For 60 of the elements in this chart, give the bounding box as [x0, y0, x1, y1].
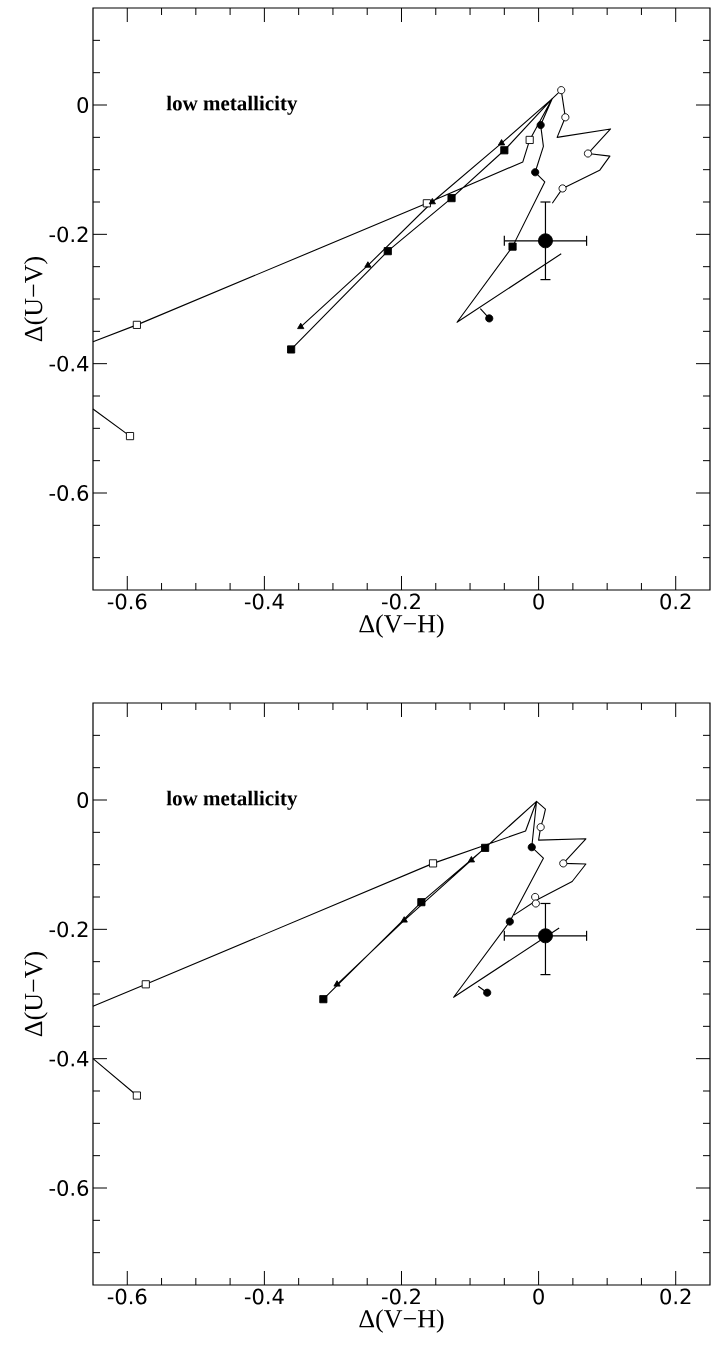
point	[132, 1091, 141, 1100]
y-tick-label: -0.6	[49, 1180, 89, 1196]
x-tick-label: -0.2	[382, 593, 420, 610]
x-tick-label: 0	[533, 593, 544, 610]
point	[536, 823, 545, 832]
point	[485, 314, 494, 323]
x-tick-label: 0	[533, 1288, 544, 1305]
x-axis-title: Δ(V−H)	[359, 1309, 444, 1333]
y-tick-label: 0	[77, 97, 89, 113]
x-tick-label: -0.6	[107, 593, 147, 610]
y-axis-title: Δ(U−V)	[24, 257, 48, 342]
point	[141, 980, 150, 989]
x-tick-label: -0.4	[244, 593, 284, 610]
point	[319, 995, 328, 1004]
point	[561, 113, 570, 122]
point	[559, 859, 568, 868]
annotation: low metallicity	[166, 95, 298, 115]
point	[557, 86, 566, 95]
point	[132, 320, 141, 329]
point	[428, 197, 436, 205]
point	[531, 899, 540, 908]
y-axis-title: Δ(U−V)	[24, 952, 48, 1037]
x-axis-title: Δ(V−H)	[359, 614, 444, 638]
point	[527, 843, 536, 852]
y-tick-label: -0.2	[49, 921, 88, 938]
point	[417, 898, 426, 907]
point	[467, 856, 475, 863]
x-tick-label: 0.2	[660, 593, 691, 610]
point	[447, 194, 456, 203]
point	[481, 843, 490, 852]
point	[297, 322, 305, 330]
point	[505, 917, 514, 926]
x-tick-label: -0.2	[382, 1288, 420, 1305]
y-tick-label: -0.4	[49, 1050, 89, 1067]
x-tick-label: -0.4	[244, 1288, 284, 1305]
y-tick-label: 0	[77, 792, 89, 808]
point	[558, 184, 567, 193]
point	[538, 233, 553, 249]
x-tick-label: -0.6	[107, 1288, 147, 1305]
point	[500, 146, 509, 155]
point	[536, 121, 545, 130]
point	[538, 928, 553, 944]
point	[400, 916, 408, 923]
point	[483, 988, 492, 997]
point	[287, 345, 296, 354]
annotation: low metallicity	[166, 790, 298, 810]
point	[125, 432, 135, 441]
x-tick-label: 0.2	[660, 1288, 691, 1305]
point	[583, 149, 593, 158]
y-tick-label: -0.4	[49, 355, 89, 372]
point	[364, 261, 372, 268]
point	[498, 139, 506, 146]
point	[531, 168, 540, 177]
point	[525, 135, 534, 144]
point	[428, 859, 438, 868]
y-tick-label: -0.2	[49, 226, 88, 243]
point	[383, 247, 392, 256]
point	[333, 980, 341, 987]
y-tick-label: -0.6	[49, 485, 89, 501]
point	[508, 242, 517, 251]
